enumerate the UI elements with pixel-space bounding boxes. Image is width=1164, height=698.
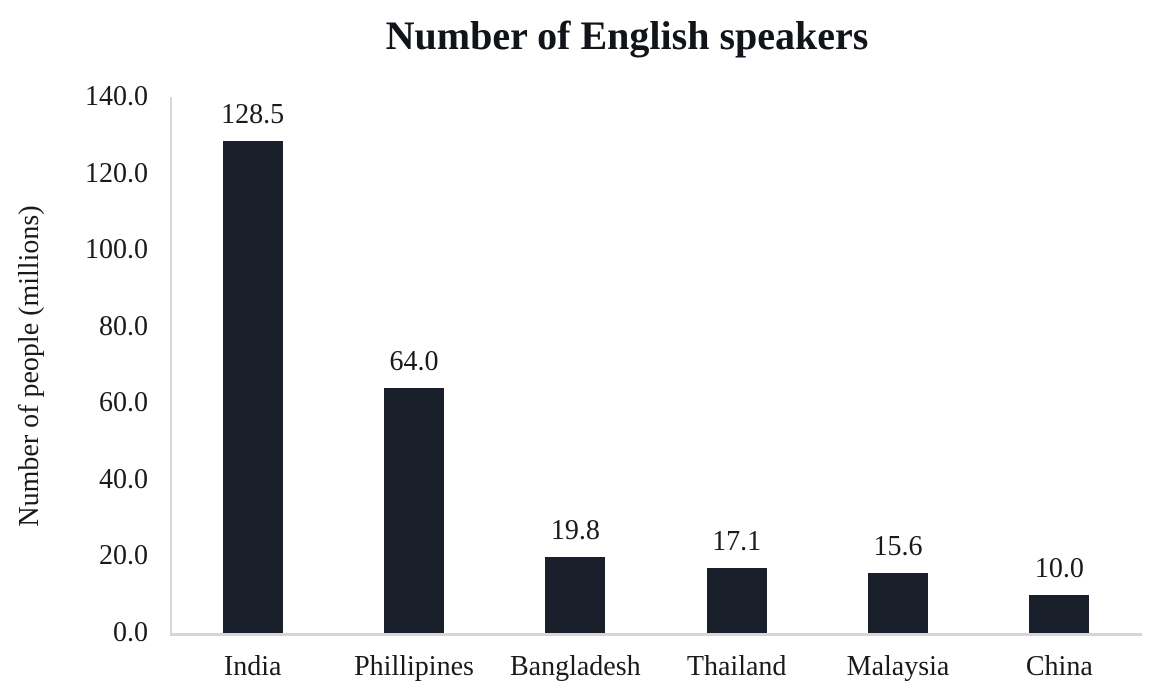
y-axis-tick-label: 20.0 xyxy=(99,540,148,572)
x-axis-line xyxy=(170,633,1142,636)
x-axis-category-label: India xyxy=(223,651,282,682)
y-axis-line xyxy=(170,97,172,636)
bar-value-label: 64.0 xyxy=(389,345,439,377)
bar-value-label: 17.1 xyxy=(712,525,762,557)
bar xyxy=(868,573,928,633)
y-axis-tick-label: 80.0 xyxy=(99,310,148,342)
x-axis-category-label: Bangladesh xyxy=(510,651,641,682)
chart-title: Number of English speakers xyxy=(385,13,869,58)
x-axis-category-label: China xyxy=(1025,651,1093,682)
x-axis-category-label: Phillipines xyxy=(354,651,474,682)
bar xyxy=(222,141,283,633)
bar-value-label: 10.0 xyxy=(1034,552,1084,584)
bar-value-label: 15.6 xyxy=(873,531,923,563)
bar xyxy=(545,557,606,633)
x-axis-category-label: Malaysia xyxy=(846,651,950,682)
bar-value-label: 19.8 xyxy=(550,515,600,547)
y-axis-tick-label: 40.0 xyxy=(99,463,148,495)
bar-value-label: 128.5 xyxy=(221,99,285,131)
y-axis-tick-label: 100.0 xyxy=(85,234,148,266)
y-axis-tick-label: 140.0 xyxy=(85,81,148,112)
x-axis-category-label: Thailand xyxy=(686,651,787,682)
bar xyxy=(706,567,767,633)
y-axis-tick-label: 0.0 xyxy=(113,617,148,648)
y-axis-tick-label: 120.0 xyxy=(85,157,148,189)
y-axis-tick-label: 60.0 xyxy=(99,387,148,419)
bar xyxy=(1029,594,1090,633)
bar xyxy=(384,387,444,633)
